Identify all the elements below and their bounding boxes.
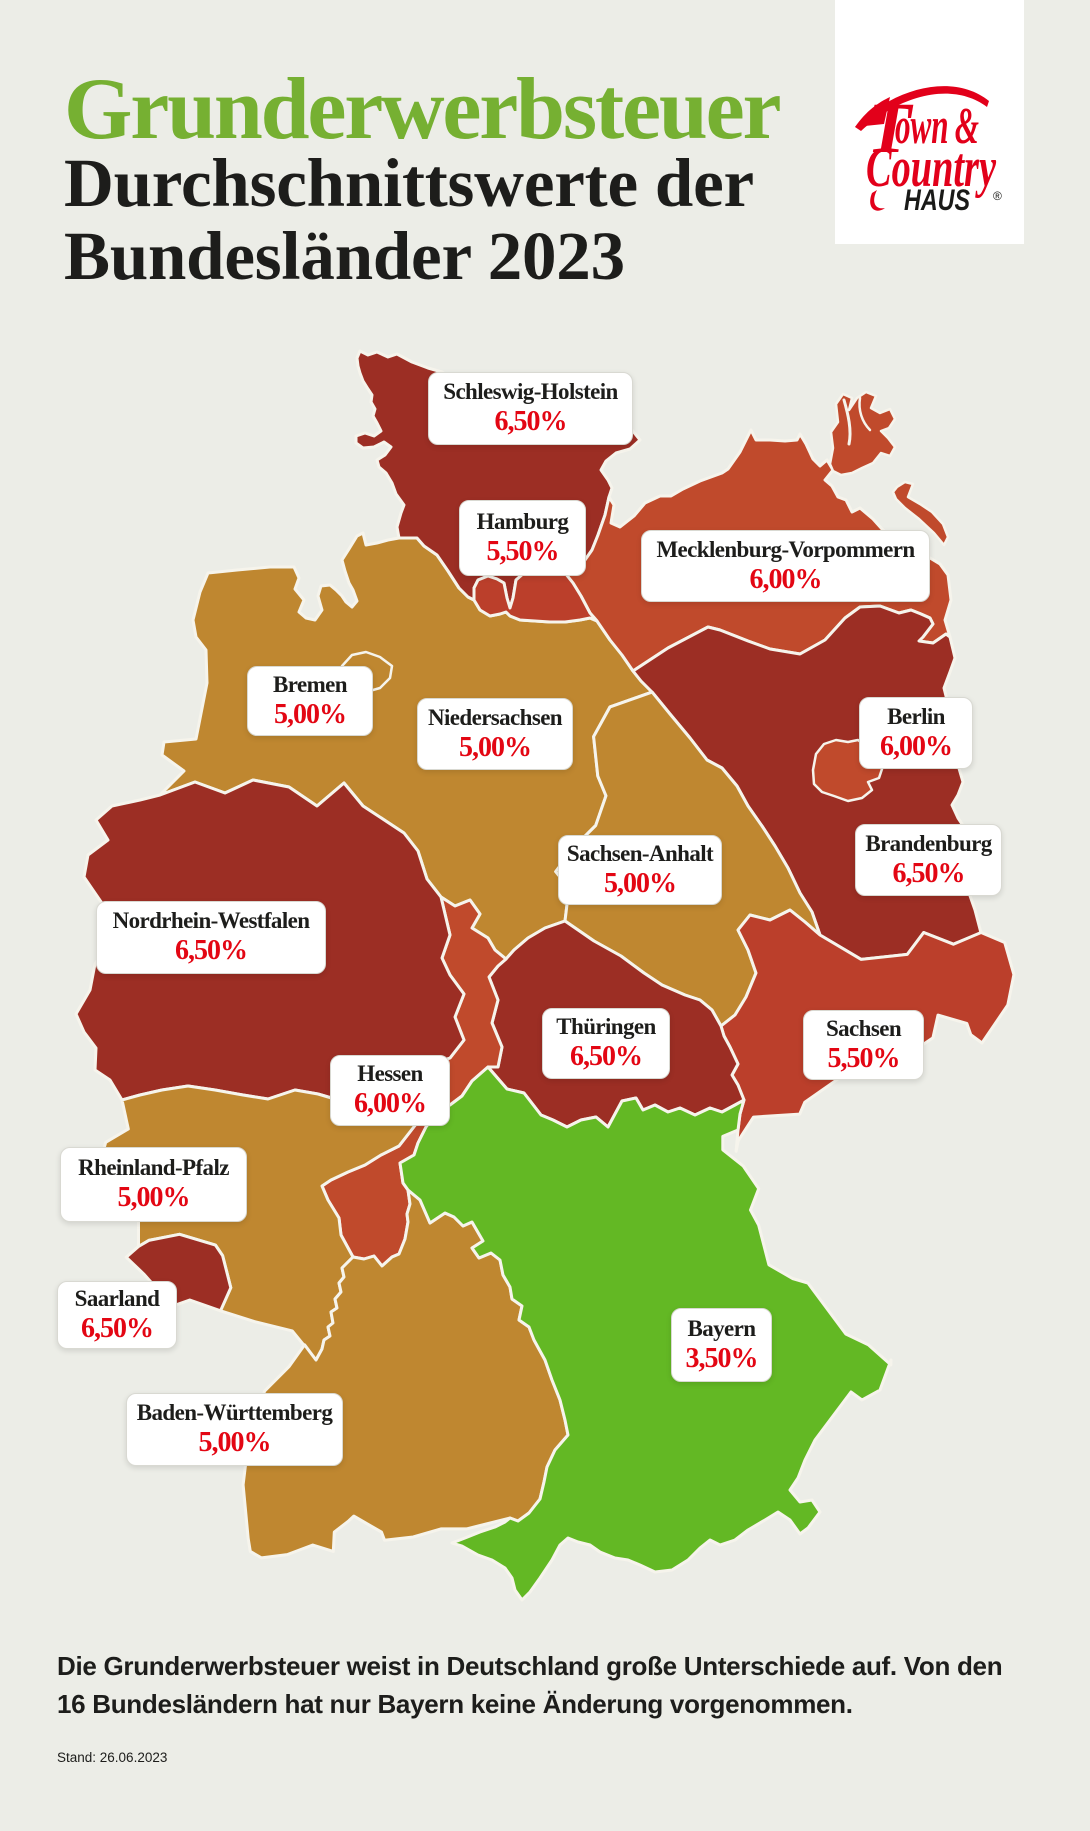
svg-text:Country: Country xyxy=(866,137,997,199)
svg-text:HAUS: HAUS xyxy=(904,184,970,217)
svg-text:own &: own & xyxy=(895,98,979,155)
svg-text:®: ® xyxy=(993,189,1002,203)
svg-text:T: T xyxy=(867,88,914,168)
